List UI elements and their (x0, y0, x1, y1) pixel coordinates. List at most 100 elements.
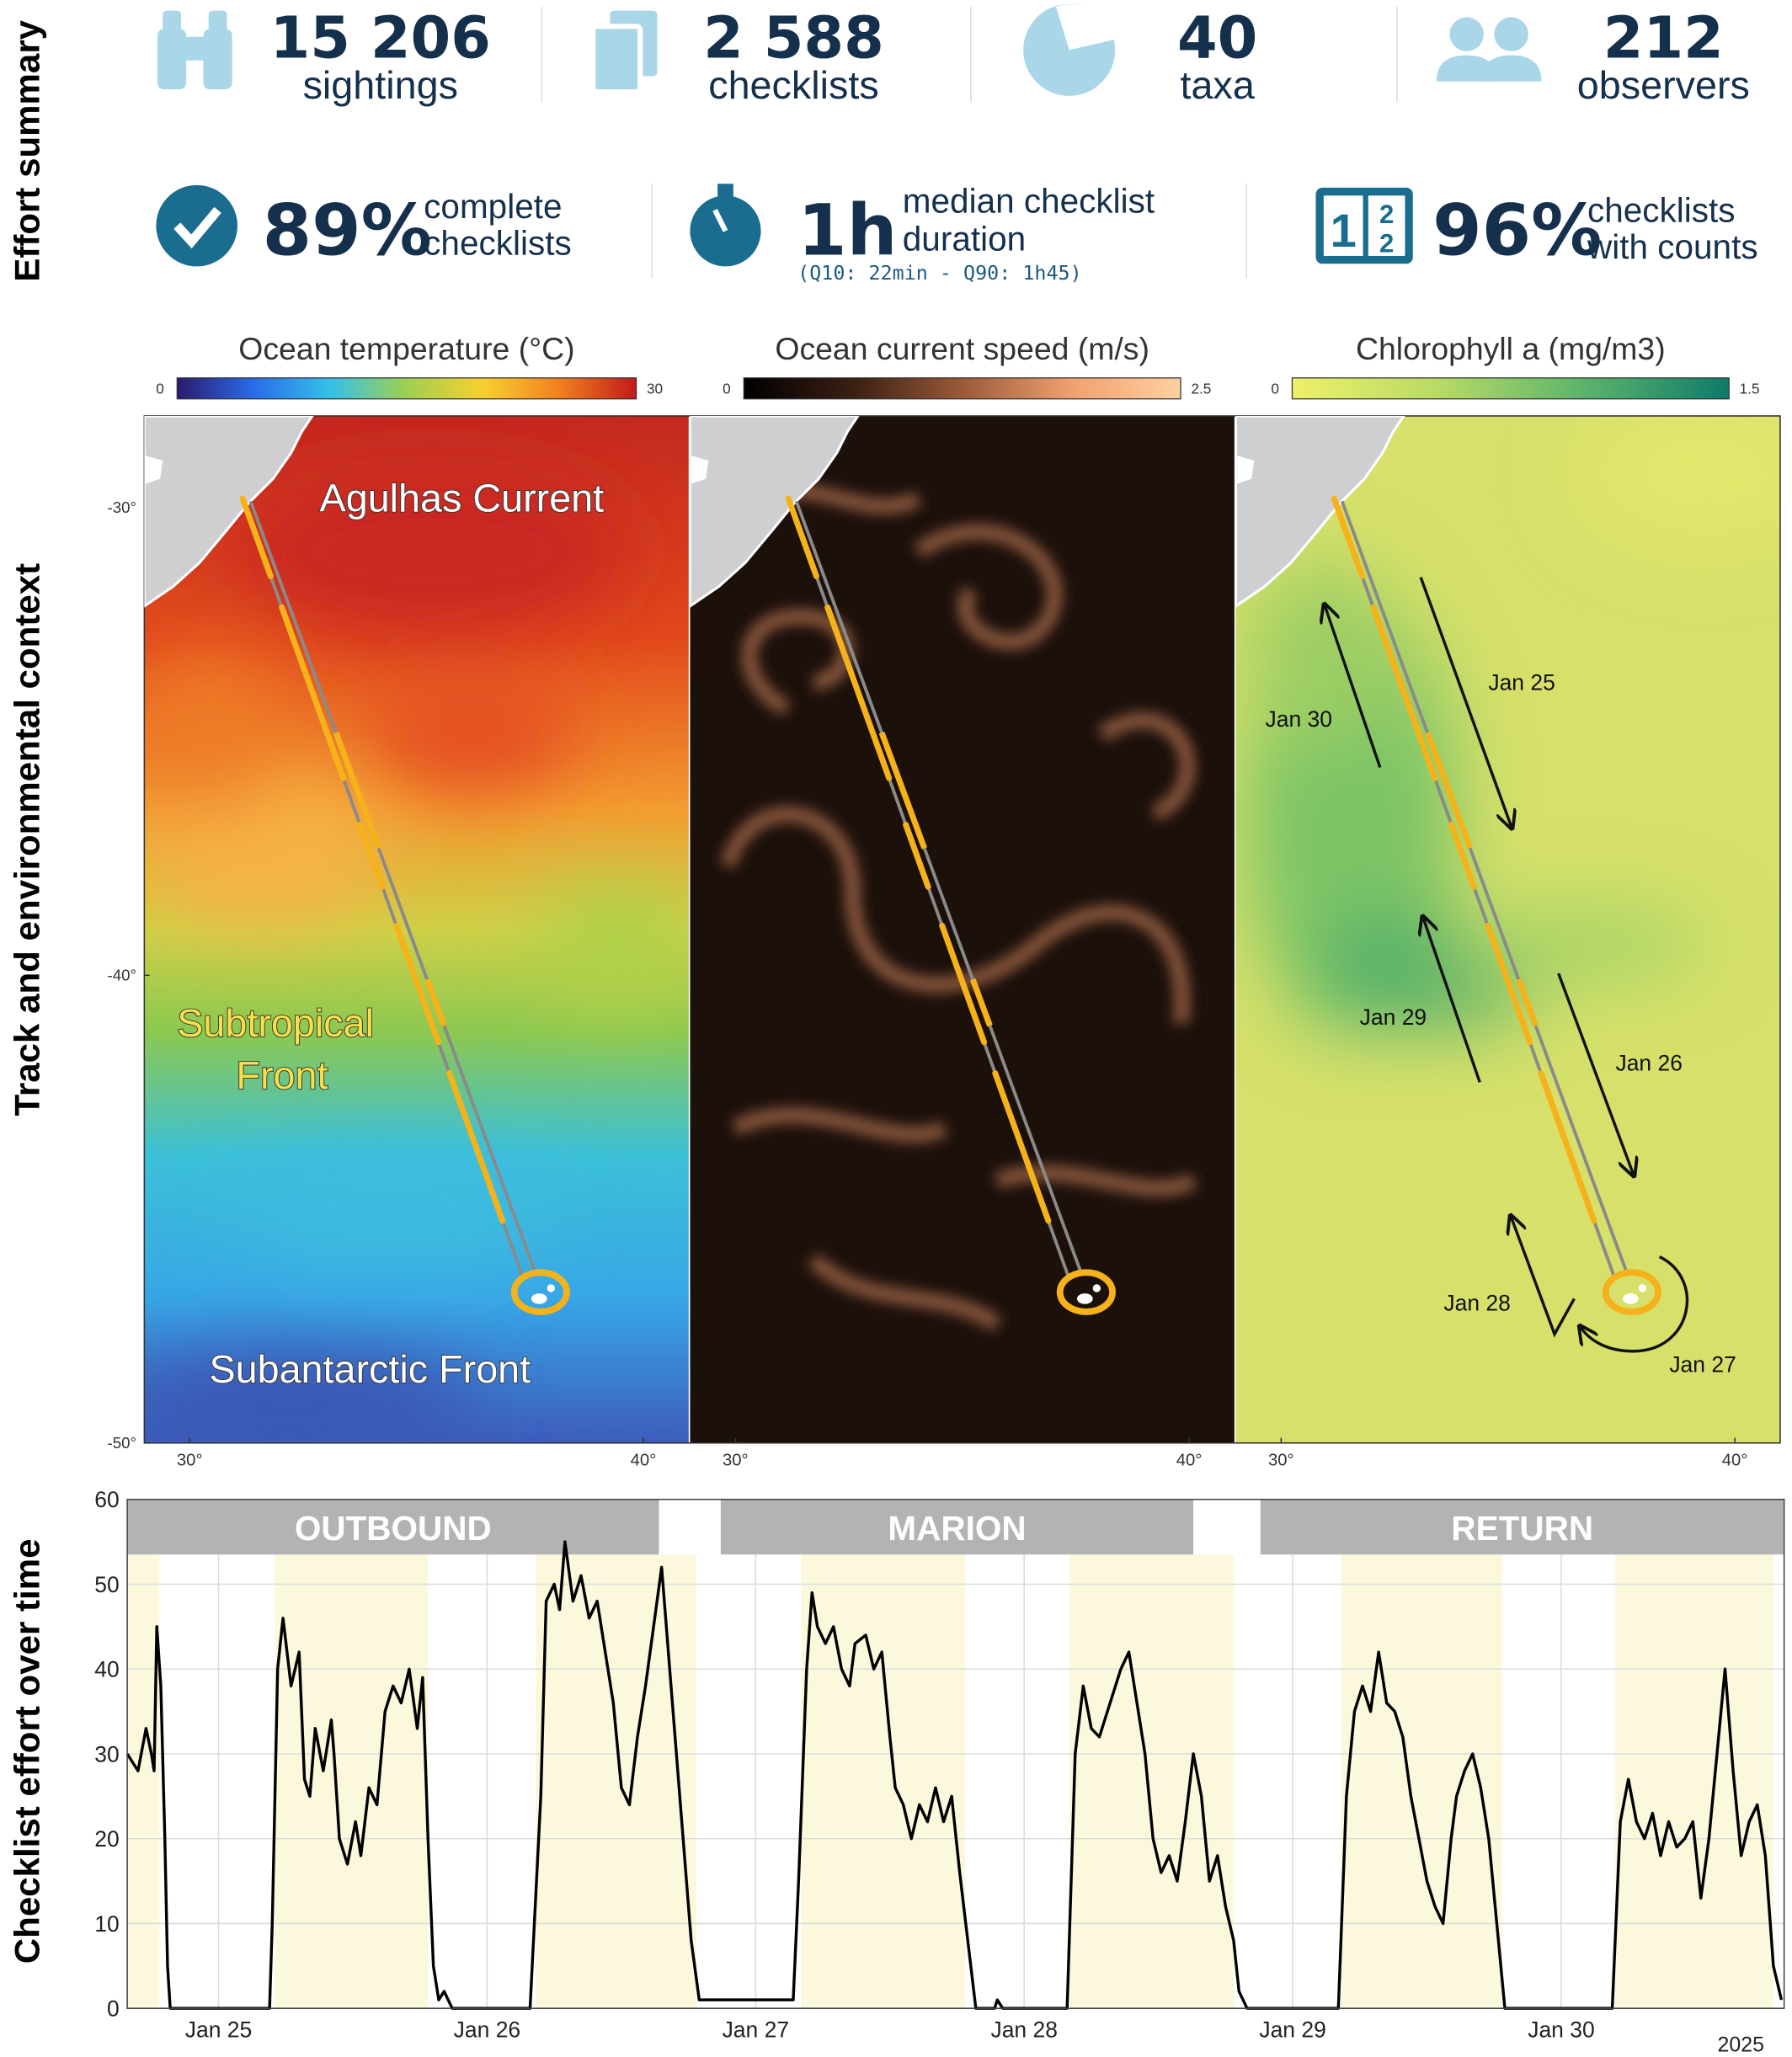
direction-arrows (1325, 577, 1689, 1353)
lon-tick-label: 30° (723, 1451, 749, 1469)
y-tick-label: 10 (94, 1911, 119, 1937)
track-effort (1424, 731, 1474, 850)
y-tick-label: 40 (94, 1657, 119, 1682)
map-overlay (144, 415, 570, 1315)
arrow-label: Jan 26 (1615, 1050, 1682, 1075)
lon-tick-label: 40° (631, 1451, 657, 1469)
map-overlay (690, 415, 1116, 1315)
y-tick-label: 20 (94, 1826, 119, 1852)
stat-label: taxa (1181, 63, 1255, 107)
metric-note: (Q10: 22min - Q90: 1h45) (797, 261, 1082, 285)
phase-label: MARION (888, 1509, 1026, 1548)
daylight-band (1069, 1554, 1234, 2009)
plot-frame (126, 1498, 1785, 2009)
arrow-label: Jan 25 (1488, 670, 1555, 695)
stat-value: 40 (1177, 5, 1257, 72)
metric-label: complete (424, 187, 562, 226)
metric-label: checklists (1587, 190, 1736, 229)
metric-label: median checklist (903, 182, 1155, 221)
island (1638, 1284, 1647, 1292)
lon-tick-label: 30° (1268, 1451, 1294, 1469)
icon-documents (590, 10, 658, 95)
stat-value: 212 (1603, 5, 1724, 72)
map-frame (143, 415, 1781, 1444)
track-effort (333, 731, 381, 850)
island (547, 1284, 555, 1292)
arrow-label: Jan 30 (1266, 706, 1332, 732)
island (1623, 1293, 1639, 1304)
track-effort (446, 1070, 506, 1224)
colorbar-max: 2.5 (1192, 381, 1212, 397)
section-label: Checklist effort over time (8, 1539, 47, 1964)
arrow-label: Jan 29 (1360, 1005, 1427, 1030)
track-effort (785, 495, 819, 579)
lon-tick-label: 40° (1722, 1451, 1748, 1469)
track-effort (1515, 978, 1539, 1027)
x-tick-label: Jan 29 (1259, 2017, 1325, 2042)
stat-label: sightings (303, 63, 458, 107)
y-tick-label: 60 (94, 1487, 119, 1512)
colorbar-title: Ocean temperature (°C) (238, 331, 574, 366)
x-tick-label: Jan 28 (990, 2017, 1057, 2042)
daylight-band (1341, 1554, 1502, 2009)
svg-text:1: 1 (1331, 204, 1357, 257)
effort-line (125, 1540, 1784, 2010)
y-tick-label: 30 (94, 1741, 119, 1767)
phase-label: OUTBOUND (295, 1509, 492, 1548)
track-effort (357, 821, 386, 890)
icon-people (1436, 17, 1542, 82)
track-loop (1602, 1269, 1661, 1315)
lat-tick-label: -40° (108, 967, 136, 984)
land (144, 415, 314, 608)
track-effort (1331, 495, 1366, 579)
daylight-band (127, 1554, 160, 2009)
island (1092, 1284, 1101, 1292)
metric-label: with counts (1587, 227, 1758, 266)
icon-check (156, 184, 237, 267)
track-effort (1538, 1070, 1597, 1224)
colorbar-min: 0 (156, 381, 164, 397)
track-effort (824, 604, 893, 781)
land (1235, 455, 1255, 484)
phase-bar (720, 1499, 1194, 1555)
land (690, 455, 709, 484)
svg-text:2: 2 (1379, 228, 1394, 258)
icon-binoculars (157, 10, 232, 90)
track-effort (1370, 604, 1438, 781)
track-effort (424, 978, 447, 1027)
colorbar-title: Ocean current speed (m/s) (775, 331, 1149, 366)
track-effort (992, 1070, 1052, 1224)
daylight-band (1614, 1554, 1773, 2009)
track-return (1340, 500, 1629, 1273)
lat-tick-label: -50° (108, 1434, 136, 1452)
track-effort (969, 978, 993, 1027)
map-annotation: Agulhas Current (320, 477, 605, 520)
x-tick-label: Jan 25 (185, 2017, 252, 2042)
track-effort (239, 495, 274, 579)
y-tick-label: 0 (107, 1996, 120, 2022)
track-effort (878, 731, 928, 850)
map-temperature (144, 415, 689, 1443)
track-effort (1485, 922, 1533, 1046)
colorbar (176, 377, 637, 400)
map-chlorophyll (1235, 415, 1780, 1443)
stat-value: 15 206 (270, 5, 491, 72)
island (1076, 1293, 1093, 1304)
island (531, 1293, 547, 1304)
section-label: Track and environmental context (8, 563, 47, 1116)
phase-bar (1260, 1499, 1784, 1555)
colorbar (743, 377, 1181, 400)
track-effort (939, 922, 988, 1046)
x-tick-label: Jan 26 (454, 2017, 520, 2042)
stat-label: checklists (708, 63, 879, 107)
track-effort (279, 604, 347, 781)
track-effort (903, 821, 931, 890)
metric-value: 89% (263, 189, 432, 271)
land (1235, 415, 1405, 608)
icon-pie (1023, 3, 1116, 96)
colorbar-min: 0 (723, 381, 731, 397)
land (690, 415, 860, 608)
track-loop (1056, 1269, 1116, 1315)
lon-tick-label: 30° (177, 1451, 203, 1469)
